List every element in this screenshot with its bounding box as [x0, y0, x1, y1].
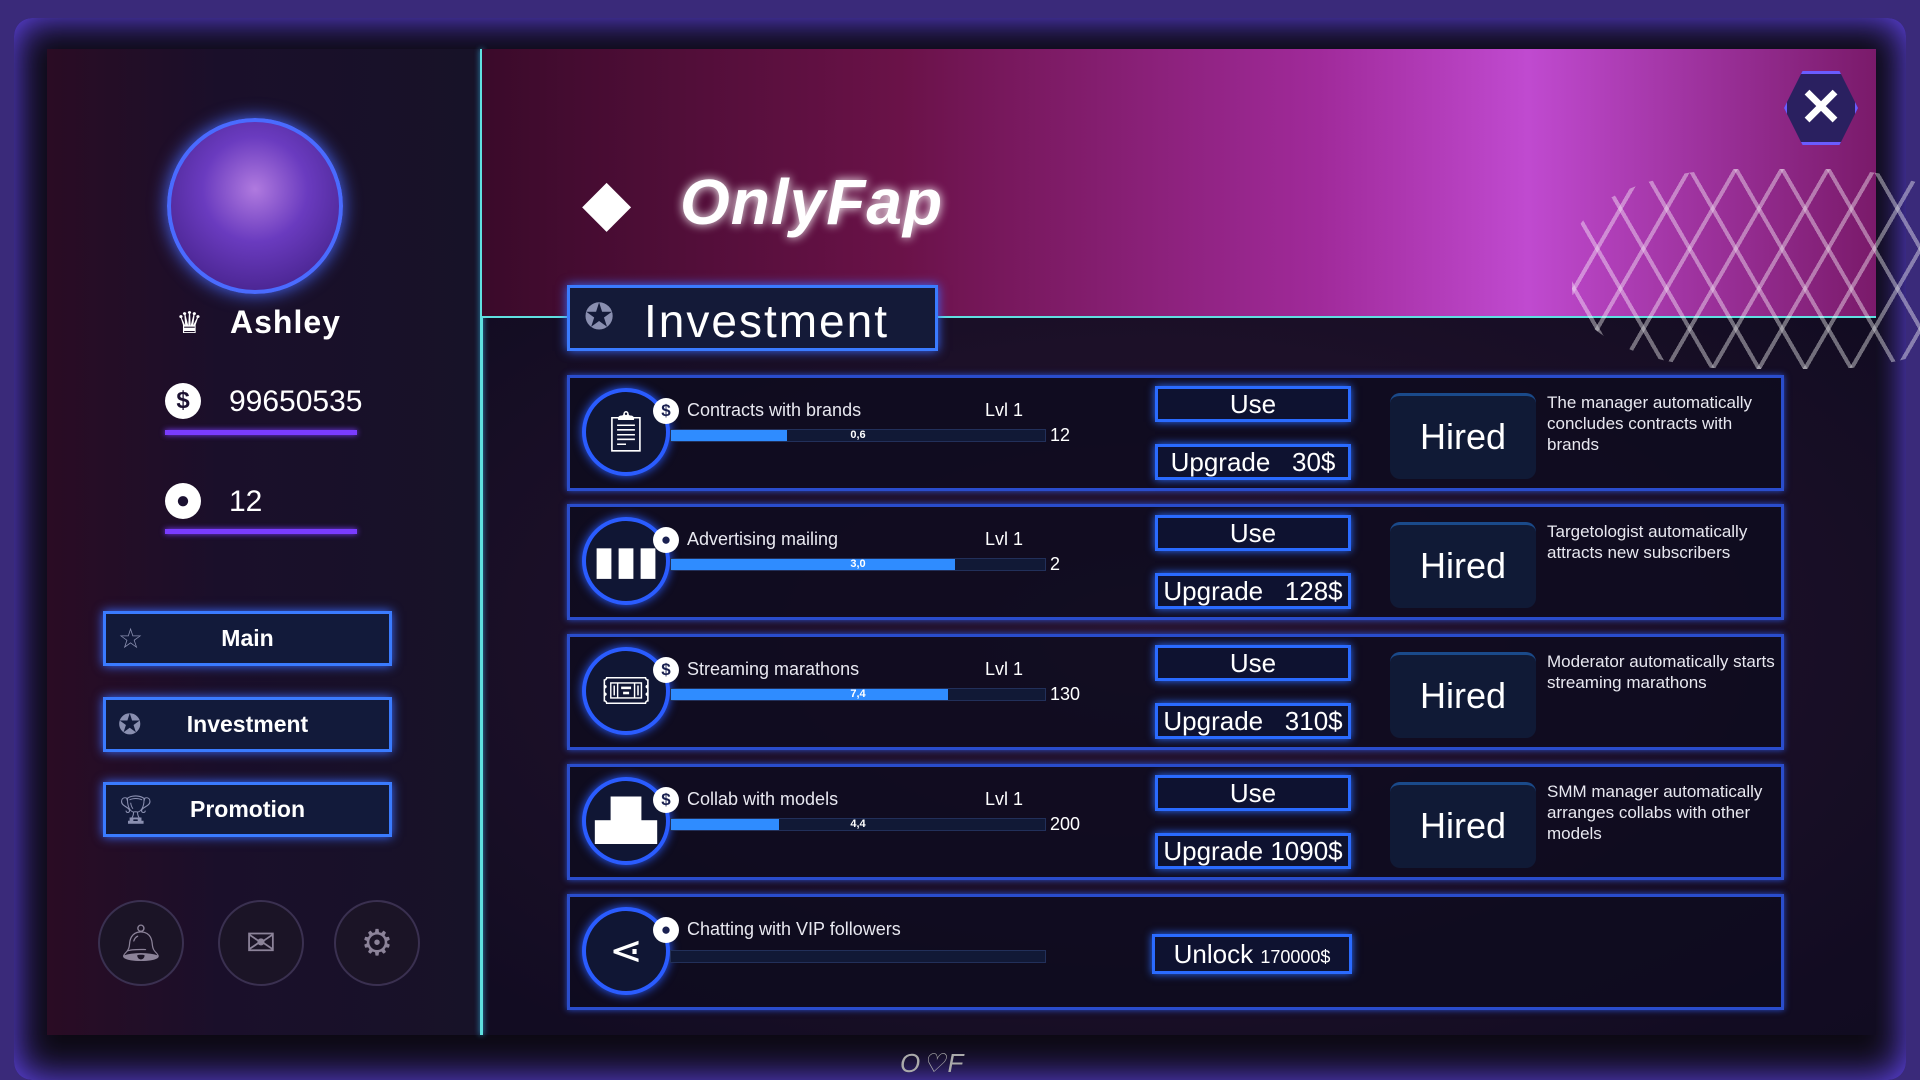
progress-bar: 4,4 — [670, 818, 1046, 831]
progress-value: 7,4 — [850, 688, 866, 700]
subscribers-stat: ● 12 — [165, 483, 262, 520]
avatar — [167, 118, 343, 294]
manager-description: SMM manager automatically arranges colla… — [1547, 782, 1763, 843]
bezel-logo: O♡F — [900, 1048, 966, 1078]
badge-icon: ✪ — [584, 296, 615, 337]
progress-fill — [671, 689, 948, 700]
hex-decoration — [1572, 169, 1920, 369]
use-button[interactable]: Use — [1155, 645, 1351, 681]
nav-main-button[interactable]: ☆ Main — [103, 611, 392, 666]
page-title-tab: ✪ Investment — [567, 285, 938, 351]
gear-icon: ⚙ — [360, 922, 394, 963]
settings-button[interactable]: ⚙ — [334, 900, 420, 986]
manager-description: Moderator automatically starts streaming… — [1547, 652, 1775, 692]
progress-bar: 0,6 — [670, 429, 1046, 442]
progress-value: 0,6 — [850, 429, 866, 441]
ticket-icon: 🎟︎ — [582, 647, 670, 735]
trophy-icon: 🏆︎ — [118, 794, 154, 825]
nav-promotion-button[interactable]: 🏆︎ Promotion — [103, 782, 392, 837]
subscribers-underline — [165, 529, 357, 534]
coin-icon: $ — [653, 398, 679, 424]
hired-badge: Hired — [1390, 522, 1536, 608]
share-icon: ⋖ — [582, 907, 670, 995]
subscribers-value: 12 — [229, 485, 263, 518]
use-button[interactable]: Use — [1155, 386, 1351, 422]
hired-badge: Hired — [1390, 782, 1536, 868]
progress-value: 4,4 — [850, 818, 866, 830]
money-underline — [165, 430, 357, 435]
level-label: Lvl 1 — [985, 789, 1024, 809]
user-icon: ● — [165, 483, 201, 520]
investment-row: 📋︎ $ Contracts with brands Lvl 1 0,6 12 … — [567, 375, 1784, 491]
progress-bar: 3,0 — [670, 558, 1046, 571]
investment-row: 🎟︎ $ Streaming marathons Lvl 1 7,4 130 U… — [567, 634, 1784, 750]
progress-max: 2 — [1050, 554, 1061, 574]
manager-description: Targetologist automatically attracts new… — [1547, 522, 1748, 562]
upgrade-button[interactable]: Upgrade 128$ — [1155, 573, 1351, 609]
progress-max: 130 — [1050, 684, 1081, 704]
coin-icon: $ — [653, 657, 679, 683]
page-title: Investment — [644, 295, 889, 347]
banner — [482, 49, 1920, 369]
progress-value: 3,0 — [850, 558, 866, 570]
close-icon: ✕ — [1799, 79, 1843, 137]
level-label: Lvl 1 — [985, 659, 1024, 679]
progress-fill — [671, 430, 787, 441]
investment-row: ▮▮▮ ● Advertising mailing Lvl 1 3,0 2 Us… — [567, 504, 1784, 620]
progress-fill — [671, 559, 956, 570]
investment-title: Chatting with VIP followers — [687, 919, 901, 939]
crown-icon: ♛ — [176, 307, 203, 340]
profile-name: Ashley — [230, 304, 341, 340]
user-icon: ● — [653, 917, 679, 943]
upgrade-button[interactable]: Upgrade 1090$ — [1155, 833, 1351, 869]
locked-investment-row: ⋖ ● Chatting with VIP followers Unlock 1… — [567, 894, 1784, 1010]
user-icon: ● — [653, 527, 679, 553]
investment-title: Streaming marathons — [687, 659, 860, 679]
close-button[interactable]: ✕ — [1784, 71, 1858, 145]
app-logo: OnlyFap — [680, 166, 944, 238]
investment-title: Advertising mailing — [687, 529, 839, 549]
bell-icon: 🔔︎ — [118, 922, 164, 963]
level-label: Lvl 1 — [985, 400, 1024, 420]
nav-label: Main — [221, 625, 274, 651]
coin-icon: $ — [165, 383, 201, 420]
hired-badge: Hired — [1390, 652, 1536, 738]
mail-icon: ✉ — [245, 922, 277, 963]
unlock-label: Unlock — [1173, 939, 1254, 969]
progress-bar — [670, 950, 1046, 963]
progress-max: 12 — [1050, 425, 1071, 445]
investment-title: Contracts with brands — [687, 400, 862, 420]
mail-button[interactable]: ✉ — [218, 900, 304, 986]
unlock-price: 170000$ — [1260, 947, 1331, 967]
upgrade-button[interactable]: Upgrade 310$ — [1155, 703, 1351, 739]
hired-badge: Hired — [1390, 393, 1536, 479]
investment-row: ▟▙ $ Collab with models Lvl 1 4,4 200 Us… — [567, 764, 1784, 880]
level-label: Lvl 1 — [985, 529, 1024, 549]
nav-label: Investment — [186, 711, 309, 737]
badge-icon: ✪ — [118, 709, 142, 740]
use-button[interactable]: Use — [1155, 515, 1351, 551]
nav-label: Promotion — [190, 796, 305, 822]
nav-investment-button[interactable]: ✪ Investment — [103, 697, 392, 752]
progress-max: 200 — [1050, 814, 1081, 834]
manager-description: The manager automatically concludes cont… — [1547, 393, 1753, 454]
upgrade-button[interactable]: Upgrade 30$ — [1155, 444, 1351, 480]
divider — [480, 49, 483, 1035]
star-icon: ☆ — [118, 623, 144, 654]
investment-title: Collab with models — [687, 789, 839, 809]
use-button[interactable]: Use — [1155, 775, 1351, 811]
bell-button[interactable]: 🔔︎ — [98, 900, 184, 986]
money-stat: $99650535 — [165, 383, 362, 420]
unlock-button[interactable]: Unlock 170000$ — [1152, 934, 1352, 974]
money-value: 99650535 — [229, 385, 363, 418]
coin-icon: $ — [653, 787, 679, 813]
diamond-icon: ◆ — [582, 166, 632, 238]
progress-bar: 7,4 — [670, 688, 1046, 701]
progress-fill — [671, 819, 780, 830]
